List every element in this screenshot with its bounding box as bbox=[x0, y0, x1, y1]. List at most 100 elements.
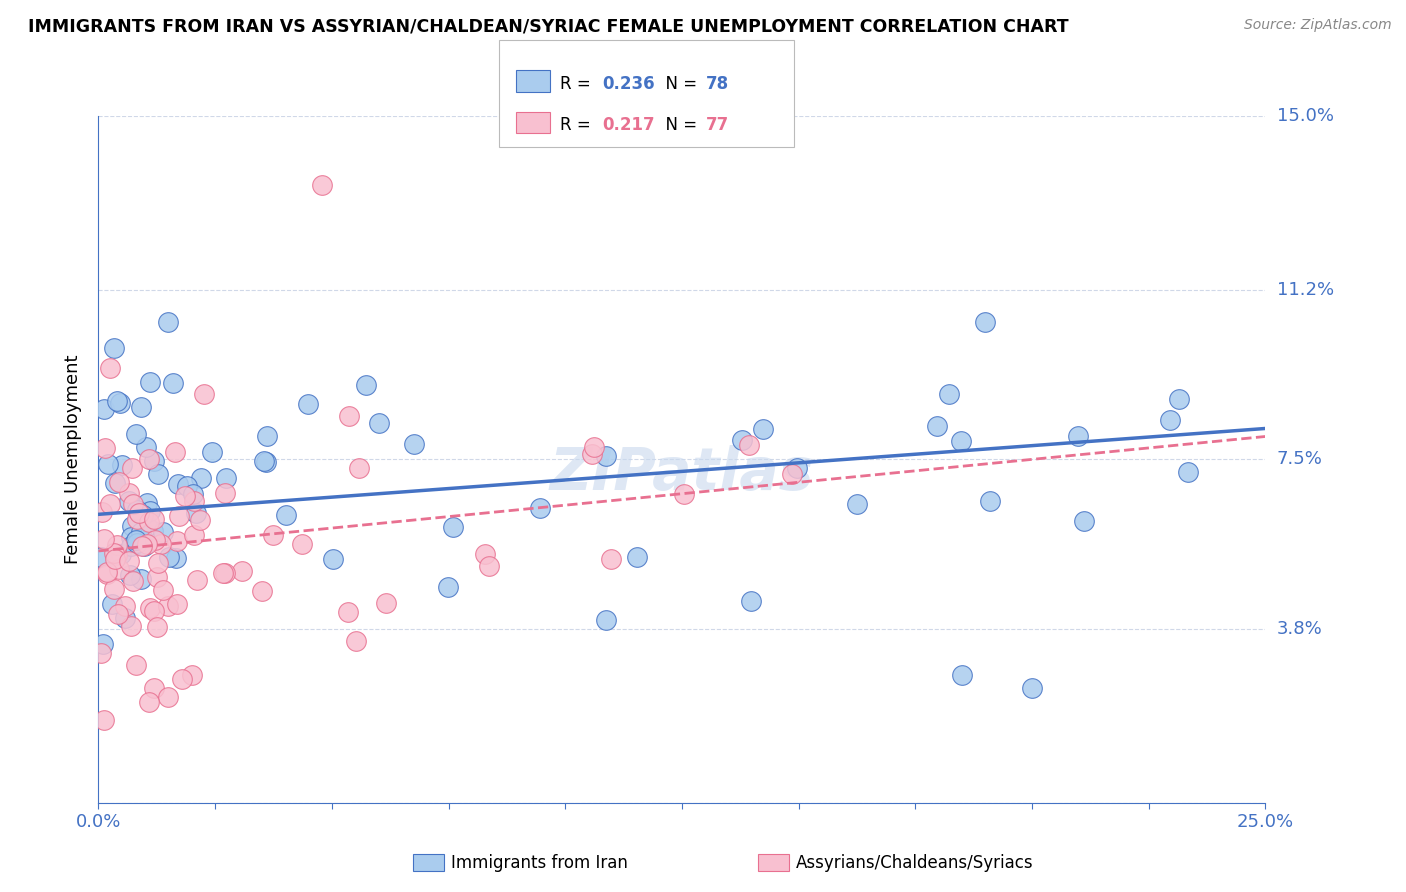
Point bbox=[949, 434, 972, 449]
Point bbox=[938, 387, 960, 401]
Point bbox=[125, 533, 148, 548]
Point bbox=[105, 393, 128, 408]
Text: N =: N = bbox=[655, 116, 703, 134]
Text: N =: N = bbox=[655, 75, 703, 93]
Point bbox=[118, 493, 141, 508]
Point bbox=[262, 527, 284, 541]
Point bbox=[167, 477, 190, 491]
Point bbox=[110, 395, 132, 409]
Point bbox=[184, 506, 207, 520]
Text: 0.217: 0.217 bbox=[602, 116, 654, 134]
Point bbox=[950, 667, 973, 681]
Point bbox=[143, 604, 166, 618]
Point bbox=[152, 582, 174, 597]
Point bbox=[751, 422, 773, 436]
Point bbox=[121, 461, 143, 475]
Text: 3.8%: 3.8% bbox=[1277, 620, 1322, 638]
Text: R =: R = bbox=[560, 116, 596, 134]
Point bbox=[142, 524, 165, 538]
Text: Source: ZipAtlas.com: Source: ZipAtlas.com bbox=[1244, 18, 1392, 32]
Point bbox=[93, 714, 115, 728]
Text: Immigrants from Iran: Immigrants from Iran bbox=[451, 854, 628, 871]
Point bbox=[291, 537, 314, 551]
Point bbox=[582, 440, 605, 454]
Point bbox=[256, 429, 278, 443]
Point bbox=[214, 566, 236, 581]
Point bbox=[135, 440, 157, 454]
Point bbox=[127, 536, 149, 550]
Point bbox=[167, 509, 190, 524]
Point bbox=[104, 475, 127, 490]
Point bbox=[110, 548, 132, 562]
Point bbox=[118, 554, 141, 568]
Point bbox=[1073, 514, 1095, 528]
Point bbox=[138, 695, 160, 709]
Point bbox=[731, 433, 754, 447]
Point bbox=[120, 539, 142, 553]
Point bbox=[441, 520, 464, 534]
Point bbox=[138, 452, 160, 467]
Point bbox=[595, 449, 617, 463]
Point bbox=[163, 445, 186, 459]
Point bbox=[846, 497, 869, 511]
Point bbox=[1159, 413, 1181, 427]
Point bbox=[107, 539, 129, 553]
Point bbox=[176, 479, 198, 493]
Point bbox=[120, 530, 142, 544]
Point bbox=[214, 485, 236, 500]
Point bbox=[98, 360, 121, 375]
Text: 11.2%: 11.2% bbox=[1277, 281, 1334, 299]
Point bbox=[437, 580, 460, 594]
Point bbox=[149, 536, 172, 550]
Point bbox=[142, 512, 165, 526]
Point bbox=[322, 552, 344, 566]
Point bbox=[162, 376, 184, 390]
Point bbox=[786, 461, 808, 475]
Point bbox=[344, 633, 367, 648]
Point bbox=[927, 419, 949, 434]
Point bbox=[128, 506, 150, 520]
Point bbox=[254, 455, 277, 469]
Point bbox=[183, 528, 205, 542]
Point bbox=[93, 441, 115, 455]
Point bbox=[101, 597, 124, 611]
Point bbox=[103, 341, 125, 355]
Point bbox=[125, 503, 148, 517]
Point bbox=[201, 445, 224, 459]
Point bbox=[157, 599, 180, 613]
Point bbox=[274, 508, 297, 522]
Point bbox=[474, 547, 496, 561]
Text: 77: 77 bbox=[706, 116, 730, 134]
Point bbox=[148, 556, 170, 570]
Point bbox=[979, 493, 1001, 508]
Point bbox=[125, 427, 148, 442]
Point bbox=[780, 467, 803, 481]
Point bbox=[581, 447, 603, 461]
Point bbox=[122, 497, 145, 511]
Point bbox=[181, 487, 204, 501]
Point bbox=[120, 568, 142, 582]
Point bbox=[157, 549, 180, 564]
Point bbox=[337, 409, 360, 423]
Text: 0.236: 0.236 bbox=[602, 75, 654, 93]
Point bbox=[193, 386, 215, 401]
Point bbox=[97, 457, 120, 471]
Point bbox=[311, 178, 333, 192]
Point bbox=[114, 611, 136, 625]
Text: 15.0%: 15.0% bbox=[1277, 107, 1333, 125]
Text: Assyrians/Chaldeans/Syriacs: Assyrians/Chaldeans/Syriacs bbox=[796, 854, 1033, 871]
Point bbox=[595, 613, 617, 627]
Point bbox=[143, 454, 166, 468]
Point bbox=[107, 607, 129, 621]
Point bbox=[146, 570, 169, 584]
Point bbox=[121, 574, 143, 588]
Point bbox=[91, 505, 114, 519]
Point bbox=[93, 533, 115, 547]
Point bbox=[105, 548, 128, 562]
Y-axis label: Female Unemployment: Female Unemployment bbox=[65, 355, 83, 564]
Text: 78: 78 bbox=[706, 75, 728, 93]
Point bbox=[250, 584, 273, 599]
Point bbox=[297, 397, 319, 411]
Point bbox=[136, 519, 159, 533]
Point bbox=[172, 672, 194, 686]
